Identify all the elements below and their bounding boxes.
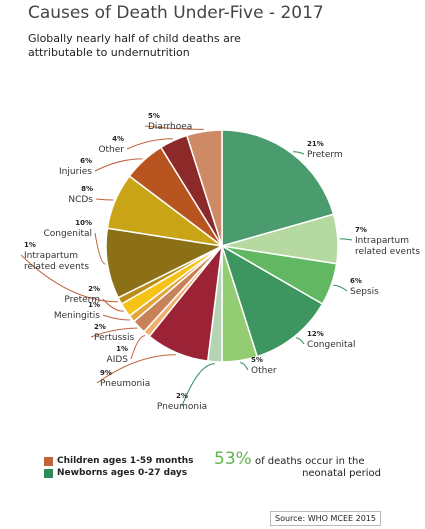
slice-percent-label: 1%	[88, 301, 100, 309]
neonatal-percent: 53%	[214, 449, 252, 469]
slice-percent-label: 9%	[100, 369, 112, 377]
legend-swatch-newborns	[44, 468, 53, 478]
slice-name-label: Intrapartum	[355, 236, 409, 246]
leader-line	[126, 138, 173, 150]
slice-percent-label: 6%	[350, 277, 362, 285]
legend-label-newborns: Newborns ages 0-27 days	[57, 468, 188, 478]
slice-percent-label: 7%	[355, 226, 367, 234]
leader-line	[102, 314, 131, 321]
slice-percent-label: 4%	[112, 135, 124, 143]
slice-percent-label: 12%	[307, 330, 324, 338]
slice-name-label: Sepsis	[350, 287, 379, 297]
slice-percent-label: 2%	[176, 392, 188, 400]
leader-line	[295, 337, 305, 345]
slice-name-label: Other	[98, 145, 124, 155]
slice-name-label: Pneumonia	[157, 402, 207, 412]
callout-text-line1: of deaths occur in the	[251, 456, 365, 467]
leader-line	[333, 284, 348, 292]
slice-percent-label: 6%	[80, 157, 92, 165]
callout-text-line2: neonatal period	[302, 468, 381, 479]
slice-percent-label: 5%	[251, 356, 263, 364]
slice-name-label: Injuries	[59, 167, 92, 177]
slice-name-label: related events	[355, 247, 420, 257]
chart-subtitle: Globally nearly half of child deaths are…	[28, 32, 241, 59]
slice-name-label: Diarrhoea	[148, 122, 192, 132]
leader-line	[144, 125, 204, 130]
leader-line	[181, 363, 215, 407]
leader-line	[95, 198, 114, 201]
leader-line	[94, 232, 106, 265]
slice-name-label: Pertussis	[94, 333, 134, 343]
slice-name-label: Congenital	[44, 229, 93, 239]
slice-percent-label: 5%	[148, 112, 160, 120]
slice-name-label: related events	[24, 262, 89, 272]
slice-percent-label: 1%	[116, 345, 128, 353]
legend: Children ages 1-59 months Newborns ages …	[44, 455, 194, 479]
pie-slice	[221, 129, 335, 247]
slice-percent-label: 1%	[24, 241, 36, 249]
slice-percent-label: 8%	[81, 185, 93, 193]
leader-line	[293, 151, 305, 155]
slice-name-label: Congenital	[307, 340, 356, 350]
slice-name-label: NCDs	[68, 195, 93, 205]
leader-line	[96, 354, 177, 384]
slice-percent-label: 2%	[94, 323, 106, 331]
slice-percent-label: 21%	[307, 140, 324, 148]
slice-name-label: Intrapartum	[24, 251, 78, 261]
pie-slice	[185, 129, 223, 247]
slice-name-label: AIDS	[107, 355, 129, 365]
neonatal-callout: 53% of deaths occur in the neonatal peri…	[214, 451, 389, 480]
leader-line	[90, 327, 138, 338]
slice-name-label: Preterm	[307, 150, 343, 160]
slice-name-label: Meningitis	[54, 311, 100, 321]
slice-name-label: Pneumonia	[100, 379, 150, 389]
slice-percent-label: 10%	[75, 219, 92, 227]
legend-item-newborns: Newborns ages 0-27 days	[44, 467, 194, 479]
slice-name-label: Preterm	[64, 295, 100, 305]
slice-percent-label: 2%	[88, 285, 100, 293]
leader-line	[240, 362, 249, 371]
legend-swatch-children	[44, 456, 53, 466]
leader-line	[20, 254, 119, 303]
slice-name-label: Other	[251, 366, 277, 376]
leader-line	[94, 158, 143, 172]
leader-line	[339, 238, 353, 241]
pie-slice	[220, 244, 324, 358]
legend-label-children: Children ages 1-59 months	[57, 456, 194, 466]
leader-line	[130, 335, 146, 360]
source-note: Source: WHO MCEE 2015	[270, 511, 381, 526]
legend-item-children: Children ages 1-59 months	[44, 455, 194, 467]
chart-title: Causes of Death Under-Five - 2017	[28, 3, 324, 23]
